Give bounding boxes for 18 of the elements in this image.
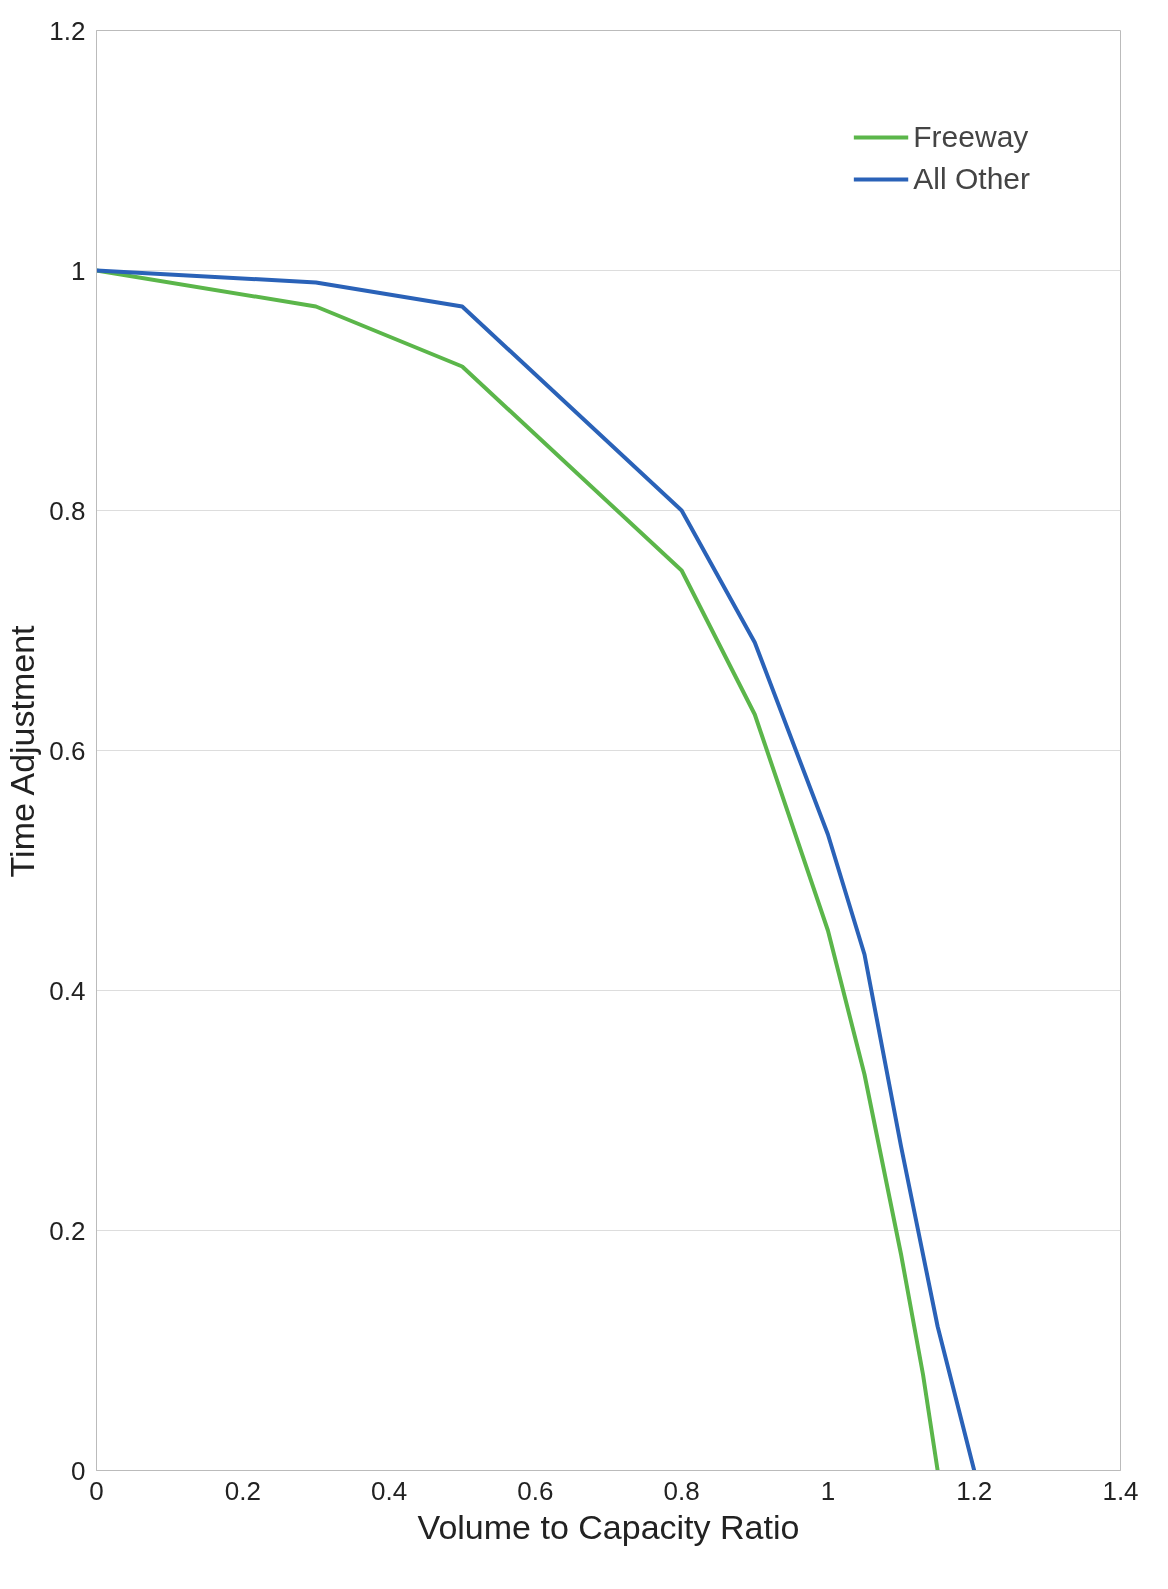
x-tick-label: 1 xyxy=(820,1475,836,1506)
legend-label: Freeway xyxy=(913,120,1029,154)
x-tick-label: 0.4 xyxy=(371,1475,408,1506)
x-tick-label: 0.8 xyxy=(663,1475,700,1506)
y-tick-label: 1 xyxy=(71,255,86,286)
x-tick-label: 1.4 xyxy=(1102,1475,1139,1506)
x-tick-label: 0.6 xyxy=(517,1475,554,1506)
legend-label: All Other xyxy=(913,162,1030,196)
y-tick-label: 0.8 xyxy=(49,495,86,526)
y-axis-title: Time Adjustment xyxy=(3,624,42,878)
x-axis-title: Volume to Capacity Ratio xyxy=(417,1507,800,1546)
y-tick-label: 0 xyxy=(71,1455,86,1486)
y-tick-label: 0.2 xyxy=(49,1215,86,1246)
x-tick-label: 0.2 xyxy=(224,1475,261,1506)
y-tick-label: 0.4 xyxy=(49,975,86,1006)
y-tick-label: 1.2 xyxy=(49,15,86,46)
x-tick-label: 1.2 xyxy=(956,1475,993,1506)
y-tick-label: 0.6 xyxy=(49,735,86,766)
